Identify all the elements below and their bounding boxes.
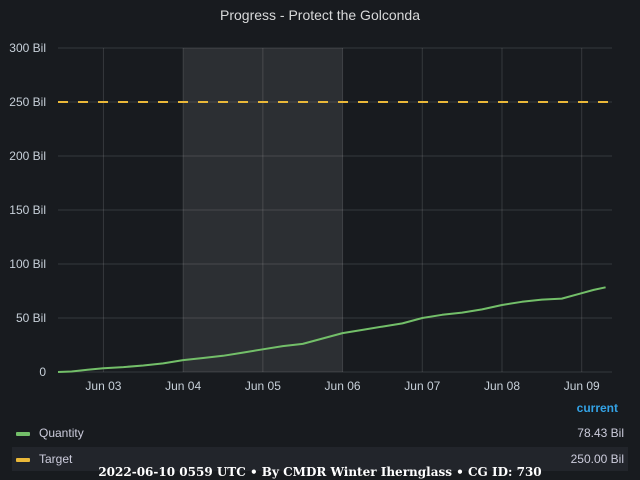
legend-item-target[interactable]: Target 250.00 Bil [12, 447, 628, 471]
x-tick-label: Jun 03 [85, 379, 121, 393]
y-tick-label: 100 Bil [9, 257, 46, 271]
shaded-band [183, 48, 343, 372]
legend-label: Target [39, 452, 73, 466]
y-tick-label: 50 Bil [16, 311, 46, 325]
y-tick-label: 250 Bil [9, 95, 46, 109]
x-tick-label: Jun 08 [484, 379, 520, 393]
shaded-region [183, 48, 343, 372]
y-axis: 0 50 Bil 100 Bil 150 Bil 200 Bil 250 Bil 300 B… [9, 41, 46, 379]
legend-swatch-target [16, 458, 30, 462]
legend-label: Quantity [39, 426, 84, 440]
x-tick-label: Jun 09 [564, 379, 600, 393]
x-tick-label: Jun 07 [404, 379, 440, 393]
footer-credit: 2022-06-10 0559 UTC • By CMDR Winter Ihe… [98, 465, 542, 479]
chart-title: Progress - Protect the Golconda [220, 7, 420, 23]
line-chart: 0 50 Bil 100 Bil 150 Bil 200 Bil 250 Bil 300 B… [9, 41, 612, 393]
series-line-quantity [57, 286, 606, 373]
x-axis: Jun 03 Jun 04 Jun 05 Jun 06 Jun 07 Jun 08 Jun … [85, 379, 600, 393]
legend-value: 250.00 Bil [570, 452, 624, 466]
y-tick-label: 300 Bil [9, 41, 46, 55]
x-tick-label: Jun 06 [325, 379, 361, 393]
legend-item-quantity[interactable]: Quantity 78.43 Bil [12, 421, 628, 445]
x-tick-label: Jun 05 [245, 379, 281, 393]
y-tick-label: 150 Bil [9, 203, 46, 217]
legend-swatch-quantity [16, 432, 30, 436]
legend-header-current[interactable]: current [576, 401, 618, 415]
legend-value: 78.43 Bil [577, 426, 624, 440]
x-tick-label: Jun 04 [165, 379, 201, 393]
y-tick-label: 0 [39, 365, 46, 379]
y-tick-label: 200 Bil [9, 149, 46, 163]
series-group [57, 101, 612, 373]
